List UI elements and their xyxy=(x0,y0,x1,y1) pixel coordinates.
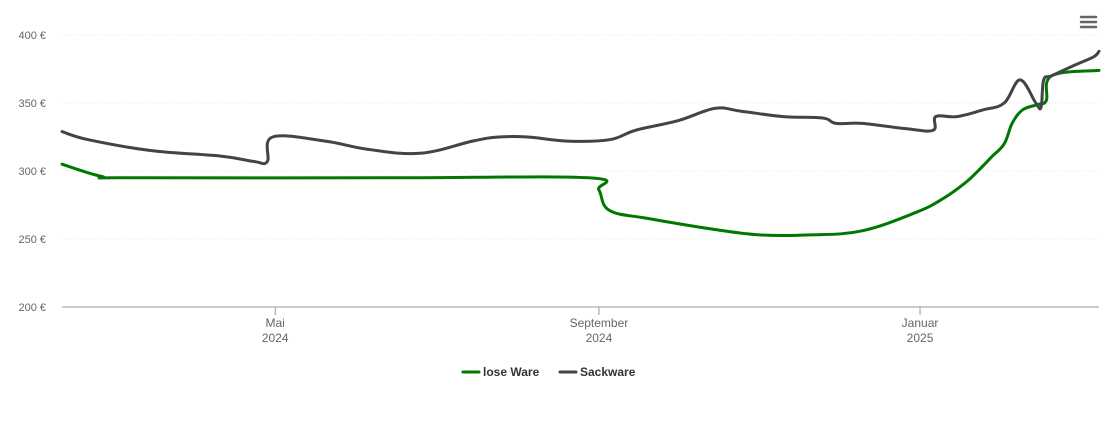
y-axis-labels: 200 € 250 € 300 € 350 € 400 € xyxy=(18,30,46,314)
y-tick-label: 200 € xyxy=(18,302,46,314)
series-line-sackware xyxy=(60,49,1101,166)
legend: lose Ware Sackware xyxy=(461,365,636,379)
series-lines xyxy=(60,49,1101,238)
context-menu-icon[interactable] xyxy=(1079,15,1098,29)
series-line-lose-ware xyxy=(60,68,1101,238)
x-tick-year: 2024 xyxy=(262,331,289,345)
x-tick-year: 2025 xyxy=(907,331,934,345)
x-tick-month: Januar xyxy=(902,316,939,330)
y-tick-label: 400 € xyxy=(18,30,46,42)
y-tick-label: 250 € xyxy=(18,234,46,246)
legend-label: lose Ware xyxy=(483,365,540,379)
y-tick-label: 300 € xyxy=(18,166,46,178)
x-tick-year: 2024 xyxy=(586,331,613,345)
legend-label: Sackware xyxy=(580,365,636,379)
legend-item[interactable]: lose Ware xyxy=(461,365,540,379)
x-tick-month: September xyxy=(570,316,629,330)
y-tick-label: 350 € xyxy=(18,98,46,110)
grid-lines xyxy=(62,34,1099,240)
x-axis xyxy=(62,306,1099,315)
x-tick-month: Mai xyxy=(266,316,285,330)
legend-item[interactable]: Sackware xyxy=(558,365,636,379)
